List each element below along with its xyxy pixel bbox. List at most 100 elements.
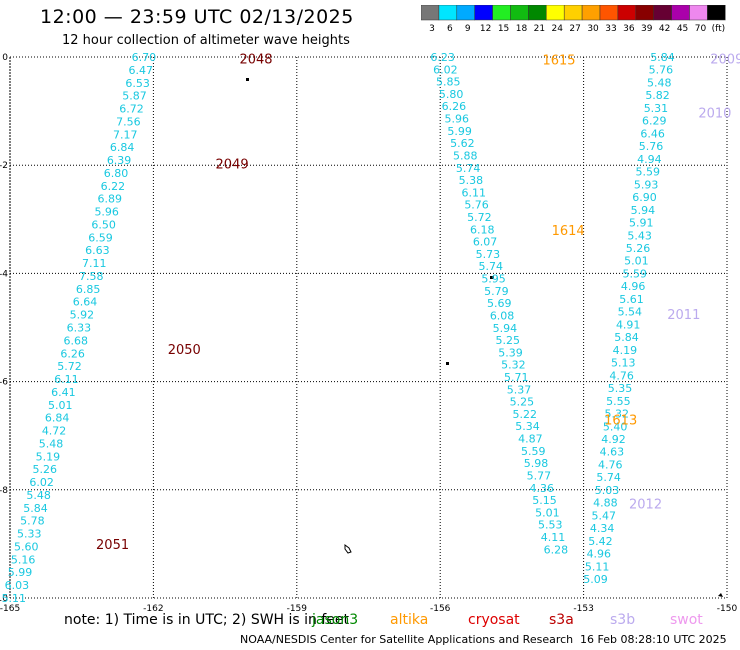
colorbar-legend: 3 6 9 12 15 18 21 24 27 30 33 36 39 42 45 70 (ft): [421, 5, 726, 34]
colorbar-label: 27: [569, 24, 580, 34]
wave-height-value: 6.28: [544, 543, 569, 556]
y-tick-label: -10: [0, 594, 8, 604]
generated-timestamp: 16 Feb 08:28:10 UTC 2025: [580, 633, 727, 646]
x-tick-label: -165: [0, 604, 20, 614]
wave-height-value: 5.01: [535, 506, 560, 519]
wave-height-value: 6.11: [54, 373, 79, 386]
wave-height-value: 5.96: [445, 113, 470, 126]
wave-height-value: 5.61: [619, 293, 644, 306]
wave-height-value: 4.19: [613, 344, 638, 357]
colorbar-swatch: [563, 5, 583, 21]
wave-height-value: 6.22: [101, 180, 126, 193]
wave-height-value: 5.48: [39, 437, 64, 450]
wave-height-value: 5.99: [447, 125, 472, 138]
wave-height-value: 5.72: [57, 360, 82, 373]
wave-height-value: 5.31: [644, 102, 669, 115]
wave-height-value: 5.76: [649, 64, 674, 77]
colorbar-label: 39: [641, 24, 653, 34]
wave-height-value: 4.34: [590, 522, 615, 535]
wave-height-value: 6.70: [132, 51, 157, 64]
wave-height-value: 5.15: [532, 494, 557, 507]
wave-height-value: 4.92: [601, 433, 626, 446]
wave-height-value: 4.76: [609, 369, 634, 382]
wave-height-value: 4.63: [600, 446, 625, 459]
wave-height-value: 5.35: [608, 382, 633, 395]
wave-height-value: 6.26: [442, 100, 467, 113]
x-tick-label: -150: [717, 604, 738, 614]
wave-height-value: 5.78: [20, 515, 45, 528]
x-tick-label: -159: [287, 604, 308, 614]
colorbar-swatch: [689, 5, 708, 21]
x-tick-label: -153: [573, 604, 593, 614]
wave-height-value: 6.11: [461, 186, 486, 199]
wave-height-value: 5.62: [450, 137, 475, 150]
pass-labels: 2048 2049 2050 2051 1615 1614 1613 2009 2010 2011…: [96, 53, 740, 553]
wave-height-value: 5.99: [8, 566, 33, 579]
wave-height-value: 4.94: [637, 153, 662, 166]
colorbar-label: 24: [552, 24, 564, 34]
legend-item-s3a: s3a: [549, 612, 574, 628]
wave-height-value: 4.36: [529, 482, 554, 495]
wave-height-value: 5.43: [627, 229, 652, 242]
wave-height-value: 5.93: [634, 178, 659, 191]
wave-height-value: 6.18: [470, 223, 495, 236]
colorbar-label: (ft): [712, 24, 726, 34]
wave-height-value: 6.29: [642, 115, 667, 128]
colorbar-label: 33: [605, 24, 616, 34]
wave-height-value: 5.13: [611, 357, 636, 370]
wave-height-value: 5.60: [14, 540, 39, 553]
legend-item-cryosat: cryosat: [468, 612, 520, 628]
wave-height-value: 5.26: [33, 463, 58, 476]
track-1613-1615: 6.236.025.855.806.265.965.995.625.885.74…: [430, 51, 568, 556]
wave-height-value: 5.71: [504, 371, 529, 384]
wave-height-value: 5.01: [624, 255, 649, 268]
y-tick-label: -8: [0, 486, 8, 496]
wave-height-value: 5.55: [606, 395, 631, 408]
wave-height-value: 5.25: [510, 396, 535, 409]
wave-height-value: 5.59: [521, 445, 546, 458]
wave-height-value: 5.33: [17, 528, 42, 541]
colorbar-swatch: [438, 5, 458, 21]
wave-height-value: 5.22: [512, 408, 537, 421]
colorbar-swatch: [510, 5, 529, 21]
wave-height-value: 6.72: [119, 103, 144, 116]
wave-height-value: 6.89: [98, 193, 123, 206]
wave-height-value: 5.84: [23, 502, 48, 515]
wave-height-value: 5.32: [605, 408, 630, 421]
legend-item-s3b: s3b: [610, 612, 636, 628]
y-tick-label: -4: [0, 269, 8, 279]
colorbar-swatch: [671, 5, 690, 21]
wave-height-value: 5.11: [2, 592, 27, 605]
wave-height-value: 5.98: [524, 457, 549, 470]
wave-height-value: 4.88: [593, 497, 618, 510]
wave-height-value: 6.02: [29, 476, 54, 489]
wave-height-value: 5.76: [464, 199, 489, 212]
pass-number-label: 1615: [542, 54, 575, 69]
wave-height-value: 5.74: [478, 260, 503, 273]
wave-height-value: 6.63: [85, 244, 110, 257]
wave-height-value: 5.38: [459, 174, 484, 187]
wave-height-value: 6.41: [51, 386, 76, 399]
wave-height-value: 5.73: [476, 248, 501, 261]
wave-height-value: 5.84: [650, 51, 675, 64]
wave-height-value: 5.11: [585, 560, 610, 573]
colorbar-swatch: [474, 5, 493, 21]
wave-height-value: 4.76: [598, 458, 623, 471]
wave-height-value: 5.59: [636, 166, 661, 179]
wave-height-value: 4.96: [587, 548, 612, 561]
wave-height-value: 5.54: [618, 306, 643, 319]
legend-item-altika: altika: [390, 612, 429, 628]
pass-number-label: 2050: [168, 343, 201, 358]
wave-height-value: 5.72: [467, 211, 492, 224]
wave-height-value: 5.26: [626, 242, 651, 255]
pass-number-label: 2049: [216, 158, 249, 173]
colorbar-label: 18: [516, 24, 528, 34]
wave-height-value: 5.74: [596, 471, 621, 484]
colorbar-label: 9: [465, 24, 471, 34]
wave-height-value: 6.46: [640, 127, 665, 140]
wave-height-value: 7.58: [79, 270, 104, 283]
y-tick-label: -2: [0, 161, 8, 171]
legend-item-swot: swot: [670, 612, 703, 628]
colorbar-label: 12: [480, 24, 491, 34]
